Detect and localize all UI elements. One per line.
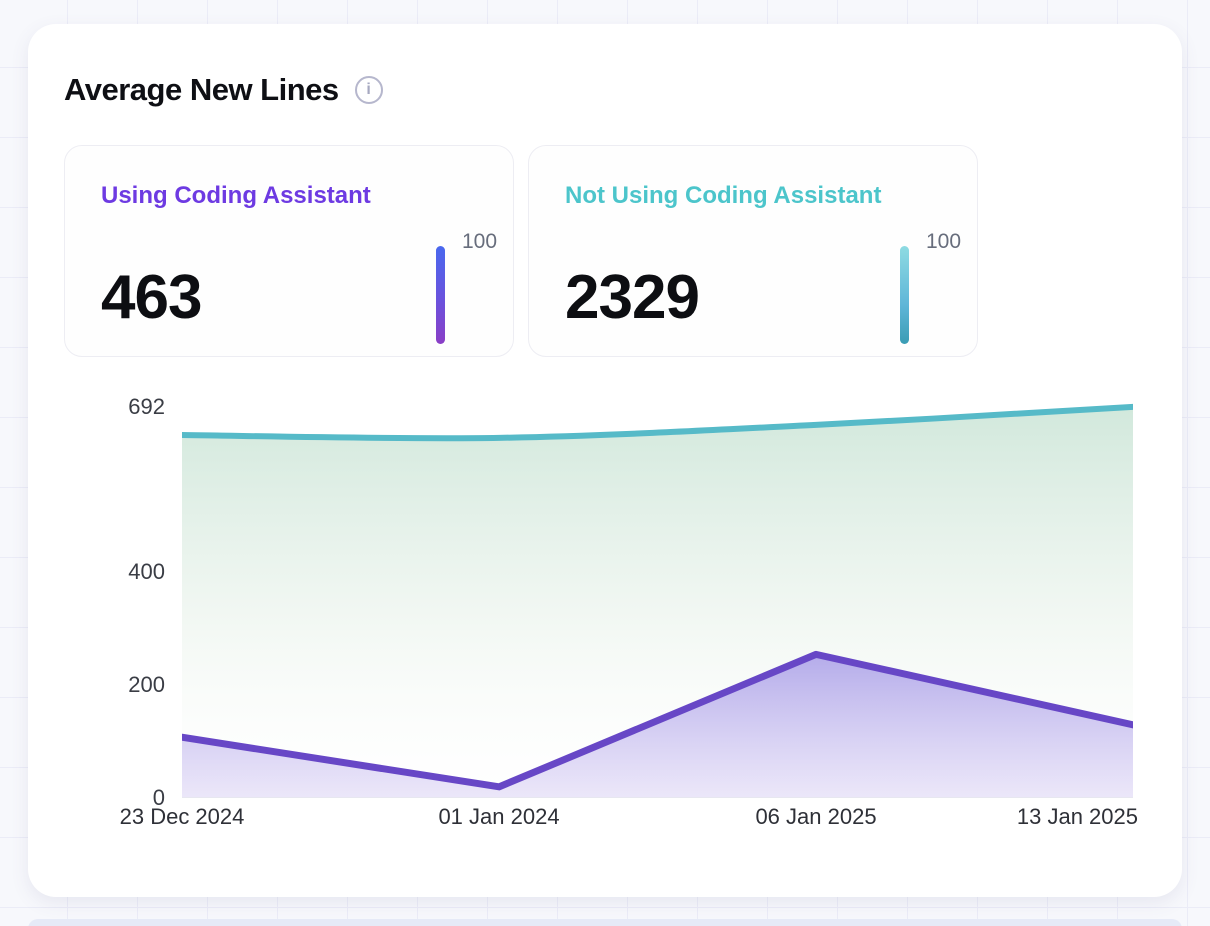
area-fill-using bbox=[182, 654, 1133, 797]
x-tick-label: 06 Jan 2025 bbox=[755, 804, 877, 829]
y-axis-ticks: 0 200 400 692 bbox=[28, 393, 165, 810]
x-tick-label: 01 Jan 2024 bbox=[438, 804, 560, 829]
x-tick-label: 23 Dec 2024 bbox=[119, 804, 245, 829]
stat-card-not-using-assistant: Not Using Coding Assistant 2329 100 bbox=[528, 145, 978, 357]
stat-gauge-label: 100 bbox=[462, 230, 498, 253]
stat-value: 463 bbox=[101, 263, 202, 332]
stat-gauge-label: 100 bbox=[926, 230, 962, 253]
average-new-lines-panel: Average New Lines i Using Coding Assista… bbox=[28, 24, 1182, 897]
stat-card-using-assistant: Using Coding Assistant 463 100 bbox=[64, 145, 514, 357]
plot-area[interactable] bbox=[182, 395, 1133, 798]
info-icon[interactable]: i bbox=[354, 76, 383, 104]
next-section-top-edge bbox=[28, 919, 1182, 926]
y-tick-label: 200 bbox=[128, 671, 165, 697]
stats-row: Using Coding Assistant 463 100 Not Using… bbox=[64, 145, 978, 357]
panel-header: Average New Lines i bbox=[64, 72, 383, 108]
stat-label: Using Coding Assistant bbox=[101, 182, 371, 209]
y-tick-label: 692 bbox=[128, 393, 165, 419]
x-axis-labels: 23 Dec 2024 01 Jan 2024 06 Jan 2025 13 Jan … bbox=[120, 804, 1138, 836]
y-tick-label: 0 bbox=[152, 785, 165, 810]
stat-label: Not Using Coding Assistant bbox=[565, 182, 882, 209]
x-tick-label: 13 Jan 2025 bbox=[1016, 804, 1138, 829]
stat-value: 2329 bbox=[565, 263, 700, 332]
y-tick-label: 400 bbox=[128, 558, 165, 584]
stat-gauge-bar bbox=[436, 246, 445, 344]
line-using-assistant bbox=[182, 650, 1133, 791]
page-title: Average New Lines bbox=[64, 72, 339, 107]
stat-gauge-bar bbox=[900, 246, 909, 344]
line-not-using-assistant bbox=[182, 403, 1133, 442]
